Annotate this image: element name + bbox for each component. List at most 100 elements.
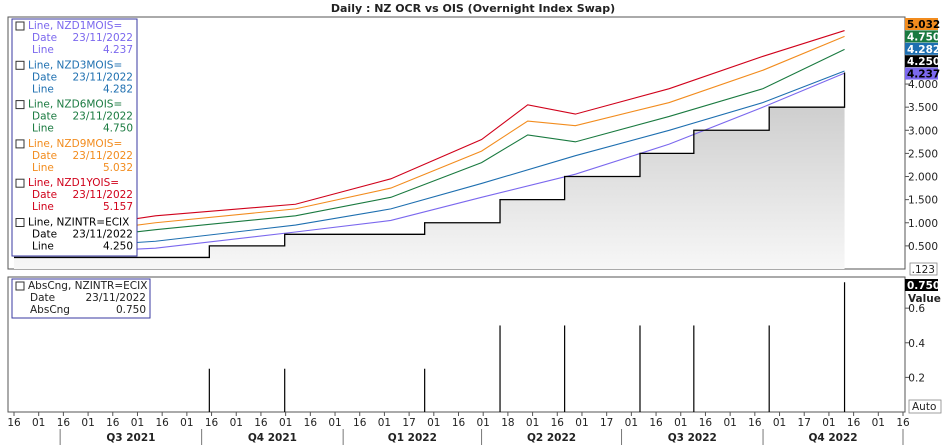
x-tick-label: 17 — [798, 417, 811, 429]
legend-date: 23/11/2022 — [72, 111, 133, 123]
x-tick-label: 16 — [106, 417, 120, 429]
abs-change-bars — [208, 282, 846, 412]
last-value-badge — [905, 67, 938, 80]
last-value-badge — [905, 55, 938, 68]
legend-date-label: Date — [32, 32, 57, 44]
lower-legend-value-label: AbsCng — [30, 304, 70, 316]
last-value-badge — [905, 30, 938, 43]
legend-line-label: Line — [32, 83, 54, 95]
legend-swatch — [15, 100, 25, 110]
legend-series-name: Line, NZD6MOIS= — [28, 99, 122, 111]
legend-line-label: Line — [32, 123, 54, 135]
legend-swatch — [15, 21, 25, 31]
legend-series-name: Line, NZINTR=ECIX — [28, 217, 129, 229]
legend-date: 23/11/2022 — [72, 229, 133, 241]
y-tick-label: 1.000 — [908, 218, 938, 230]
x-tick-label: 18 — [501, 417, 514, 429]
legend-value: 5.157 — [103, 201, 133, 213]
x-tick-label: 16 — [7, 417, 21, 429]
x-tick-label: 01 — [477, 417, 490, 429]
y-tick-label: 3.000 — [908, 125, 938, 137]
legend-swatch — [15, 178, 25, 188]
x-tick-label: 01 — [32, 417, 45, 429]
chart-title: Daily : NZ OCR vs OIS (Overnight Index S… — [331, 2, 615, 15]
quarter-label: Q3 2022 — [668, 432, 717, 444]
lower-legend: AbsCng, NZINTR=ECIX Date 23/11/2022 AbsC… — [11, 278, 151, 319]
legend-series-name: Line, NZD1MOIS= — [28, 20, 122, 32]
x-tick-label: 17 — [402, 417, 415, 429]
ocr-step-area — [14, 72, 845, 269]
quarter-label: Q1 2022 — [388, 432, 437, 444]
quarter-label: Q3 2021 — [106, 432, 155, 444]
lower-y-tick-label: 0.6 — [908, 303, 925, 315]
series-line-line-nzd6mois — [13, 48, 845, 247]
quarter-label: Q4 2022 — [808, 432, 857, 444]
x-tick-label: 17 — [600, 417, 613, 429]
last-value-badge — [905, 42, 938, 55]
legend-date: 23/11/2022 — [72, 189, 133, 201]
legend-date-label: Date — [32, 189, 57, 201]
x-tick-label: 16 — [748, 417, 762, 429]
legend-swatch — [15, 60, 25, 70]
last-value-badge-text: 4.237 — [907, 69, 940, 81]
lower-legend-date: 23/11/2022 — [85, 292, 146, 304]
legend-date: 23/11/2022 — [72, 71, 133, 83]
series-line-line-nzintr-ecix — [14, 72, 846, 259]
y-tick-label: 2.500 — [908, 148, 938, 160]
x-tick-label: 01 — [378, 417, 391, 429]
main-y-axis: 0.500 1.000 1.500 2.000 2.500 3.000 3.500 4.000 — [905, 79, 938, 253]
quarter-label: Q4 2021 — [248, 432, 297, 444]
legend-value: 4.282 — [103, 83, 133, 95]
legend-series-name: Line, NZD1YOIS= — [28, 177, 119, 189]
legend-line-label: Line — [32, 162, 54, 174]
x-tick-label: 01 — [674, 417, 687, 429]
x-tick-label: 01 — [328, 417, 341, 429]
series-line-line-nzd3mois — [13, 70, 845, 252]
legend-line-label: Line — [32, 44, 54, 56]
legend-date-label: Date — [32, 111, 57, 123]
legend-series-name: Line, NZD3MOIS= — [28, 59, 122, 71]
main-series-lines — [13, 30, 846, 259]
last-value-badge-text: 5.032 — [907, 19, 940, 31]
lower-legend-box — [11, 278, 151, 319]
x-tick-label: 01 — [230, 417, 243, 429]
lower-value-badge-text: 0.750 — [907, 280, 940, 292]
auto-label[interactable]: Auto — [912, 401, 936, 413]
x-tick-label: 16 — [254, 417, 268, 429]
lower-legend-swatch — [15, 281, 25, 291]
x-tick-label: 01 — [872, 417, 885, 429]
legend-value: 4.237 — [103, 44, 133, 56]
x-tick-label: 01 — [180, 417, 193, 429]
legend-value: 4.750 — [103, 123, 133, 135]
lower-y-tick-label: 0.4 — [908, 338, 925, 350]
last-value-badge-text: 4.750 — [907, 31, 940, 43]
x-tick-label: 16 — [649, 417, 663, 429]
x-tick-label: 01 — [723, 417, 736, 429]
legend-date: 23/11/2022 — [72, 150, 133, 162]
legend-value: 4.250 — [103, 241, 133, 253]
x-tick-label: 01 — [625, 417, 638, 429]
y-tick-label: 0.500 — [908, 241, 938, 253]
x-tick-label: 01 — [822, 417, 835, 429]
quarter-label: Q2 2022 — [527, 432, 576, 444]
lower-legend-value: 0.750 — [116, 304, 146, 316]
x-tick-label: 16 — [551, 417, 565, 429]
x-tick-label: 16 — [155, 417, 169, 429]
x-tick-label: 16 — [452, 417, 466, 429]
x-tick-label: 16 — [205, 417, 219, 429]
x-tick-label: 01 — [526, 417, 539, 429]
auto-button[interactable] — [908, 399, 942, 414]
x-tick-label: 16 — [699, 417, 713, 429]
legend-date-label: Date — [32, 229, 57, 241]
x-axis: 16 01 16 01 16 01 16 01 16 01 16 01 16 01 16 01 17 01 16 01… — [7, 412, 910, 445]
series-line-line-nzd1yois — [13, 30, 845, 238]
x-tick-label: 16 — [304, 417, 318, 429]
y-tick-label: 1.500 — [908, 195, 938, 207]
y-tick-label: 4.000 — [908, 79, 938, 91]
y-tick-label: 2.000 — [908, 172, 938, 184]
last-value-badge — [905, 18, 938, 30]
main-legend-box — [11, 18, 138, 257]
